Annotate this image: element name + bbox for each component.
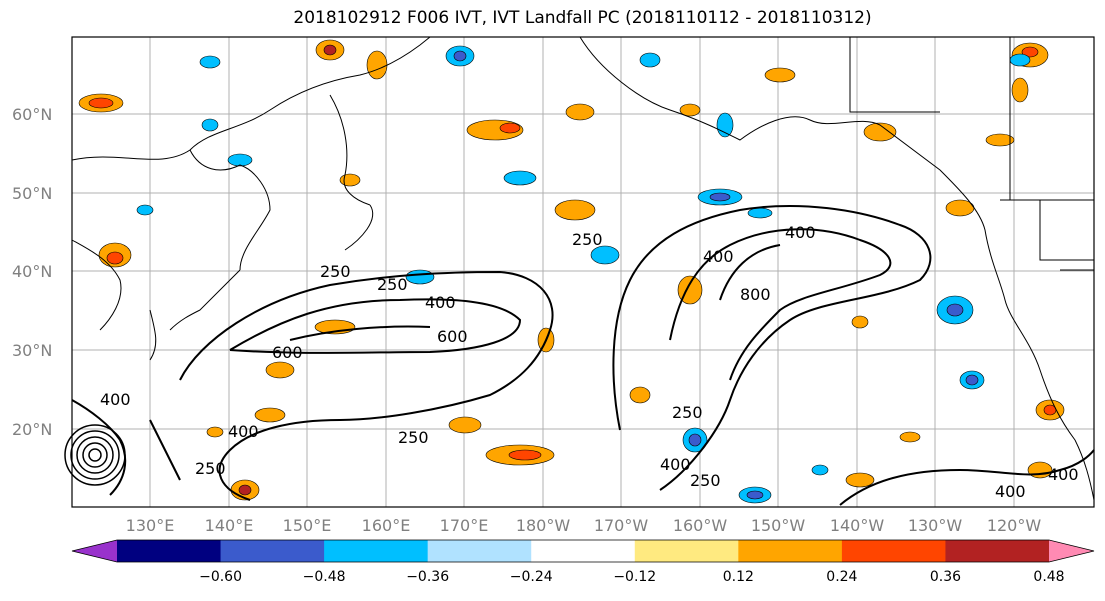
colorbar-segment: [427, 540, 532, 562]
ivt-pc-shading: [78, 39, 1065, 504]
map-border: [71, 36, 1095, 508]
longitude-labels: 130°E 140°E 150°E 160°E 170°E 180°W 170°…: [126, 516, 1042, 535]
contour-label: 250: [377, 275, 408, 294]
lat-label: 50°N: [12, 184, 52, 203]
contour-label: 400: [100, 390, 131, 409]
lat-label: 20°N: [12, 420, 52, 439]
contour-label: 250: [672, 403, 703, 422]
lon-label: 140°W: [830, 516, 885, 535]
contour-label: 600: [272, 343, 303, 362]
colorbar-extend-min: [72, 540, 117, 562]
typhoon-contours: [64, 424, 126, 486]
lat-label: 30°N: [12, 341, 52, 360]
contour-label: 600: [437, 327, 468, 346]
lon-label: 130°E: [126, 516, 175, 535]
colorbar-tick-label: 0.36: [930, 569, 961, 585]
colorbar-tick-label: 0.48: [1033, 569, 1064, 585]
contour-label: 800: [740, 285, 771, 304]
contour-label: 250: [398, 428, 429, 447]
colorbar-segment: [117, 540, 222, 562]
negative-pc-anomalies: [136, 45, 1031, 504]
positive-pc-anomalies: [78, 39, 1065, 501]
lon-label: 130°W: [908, 516, 963, 535]
colorbar-segment: [945, 540, 1050, 562]
colorbar-tick-label: 0.12: [723, 569, 754, 585]
colorbar-segment: [634, 540, 739, 562]
colorbar-segment: [531, 540, 636, 562]
latitude-labels: 60°N 50°N 40°N 30°N 20°N: [12, 105, 52, 439]
lon-label: 170°E: [440, 516, 489, 535]
contour-label: 400: [425, 293, 456, 312]
colorbar-tick-label: 0.24: [826, 569, 857, 585]
colorbar-segment: [220, 540, 325, 562]
map-title: 2018102912 F006 IVT, IVT Landfall PC (20…: [293, 8, 872, 28]
contour-label: 400: [785, 223, 816, 242]
contour-label: 250: [195, 459, 226, 478]
colorbar-tick-label: −0.48: [303, 569, 346, 585]
lon-label: 120°W: [987, 516, 1042, 535]
lat-label: 60°N: [12, 105, 52, 124]
ivt-contours: [71, 205, 1095, 506]
contour-labels: 250 250 400 600 600 250 400 800 400 250 …: [100, 223, 1079, 501]
contour-label: 400: [228, 422, 259, 441]
map-panel: 250 250 400 600 600 250 400 800 400 250 …: [64, 36, 1095, 508]
colorbar-tick-label: −0.24: [510, 569, 553, 585]
lon-label: 140°E: [205, 516, 254, 535]
contour-label: 400: [995, 482, 1026, 501]
lon-label: 170°W: [594, 516, 649, 535]
coastlines: [71, 36, 1095, 501]
colorbar-segment: [324, 540, 429, 562]
contour-label: 250: [690, 471, 721, 490]
colorbar: −0.60 −0.48 −0.36 −0.24 −0.12 0.12 0.24 0.36 0.4…: [71, 539, 1095, 585]
colorbar-tick-label: −0.36: [406, 569, 449, 585]
contour-label: 250: [320, 262, 351, 281]
lon-label: 150°W: [751, 516, 806, 535]
colorbar-outline: [71, 539, 1095, 563]
colorbar-segment: [738, 540, 843, 562]
colorbar-extend-max: [1049, 540, 1094, 562]
lon-label: 160°W: [673, 516, 728, 535]
contour-label: 400: [660, 455, 691, 474]
lon-label: 180°W: [516, 516, 571, 535]
colorbar-tick-label: −0.60: [199, 569, 242, 585]
contour-label: 250: [572, 230, 603, 249]
lat-label: 40°N: [12, 262, 52, 281]
colorbar-segment: [841, 540, 946, 562]
contour-label: 400: [1048, 465, 1079, 484]
lon-label: 160°E: [362, 516, 411, 535]
colorbar-tick-label: −0.12: [613, 569, 656, 585]
contour-label: 400: [703, 247, 734, 266]
lon-label: 150°E: [283, 516, 332, 535]
